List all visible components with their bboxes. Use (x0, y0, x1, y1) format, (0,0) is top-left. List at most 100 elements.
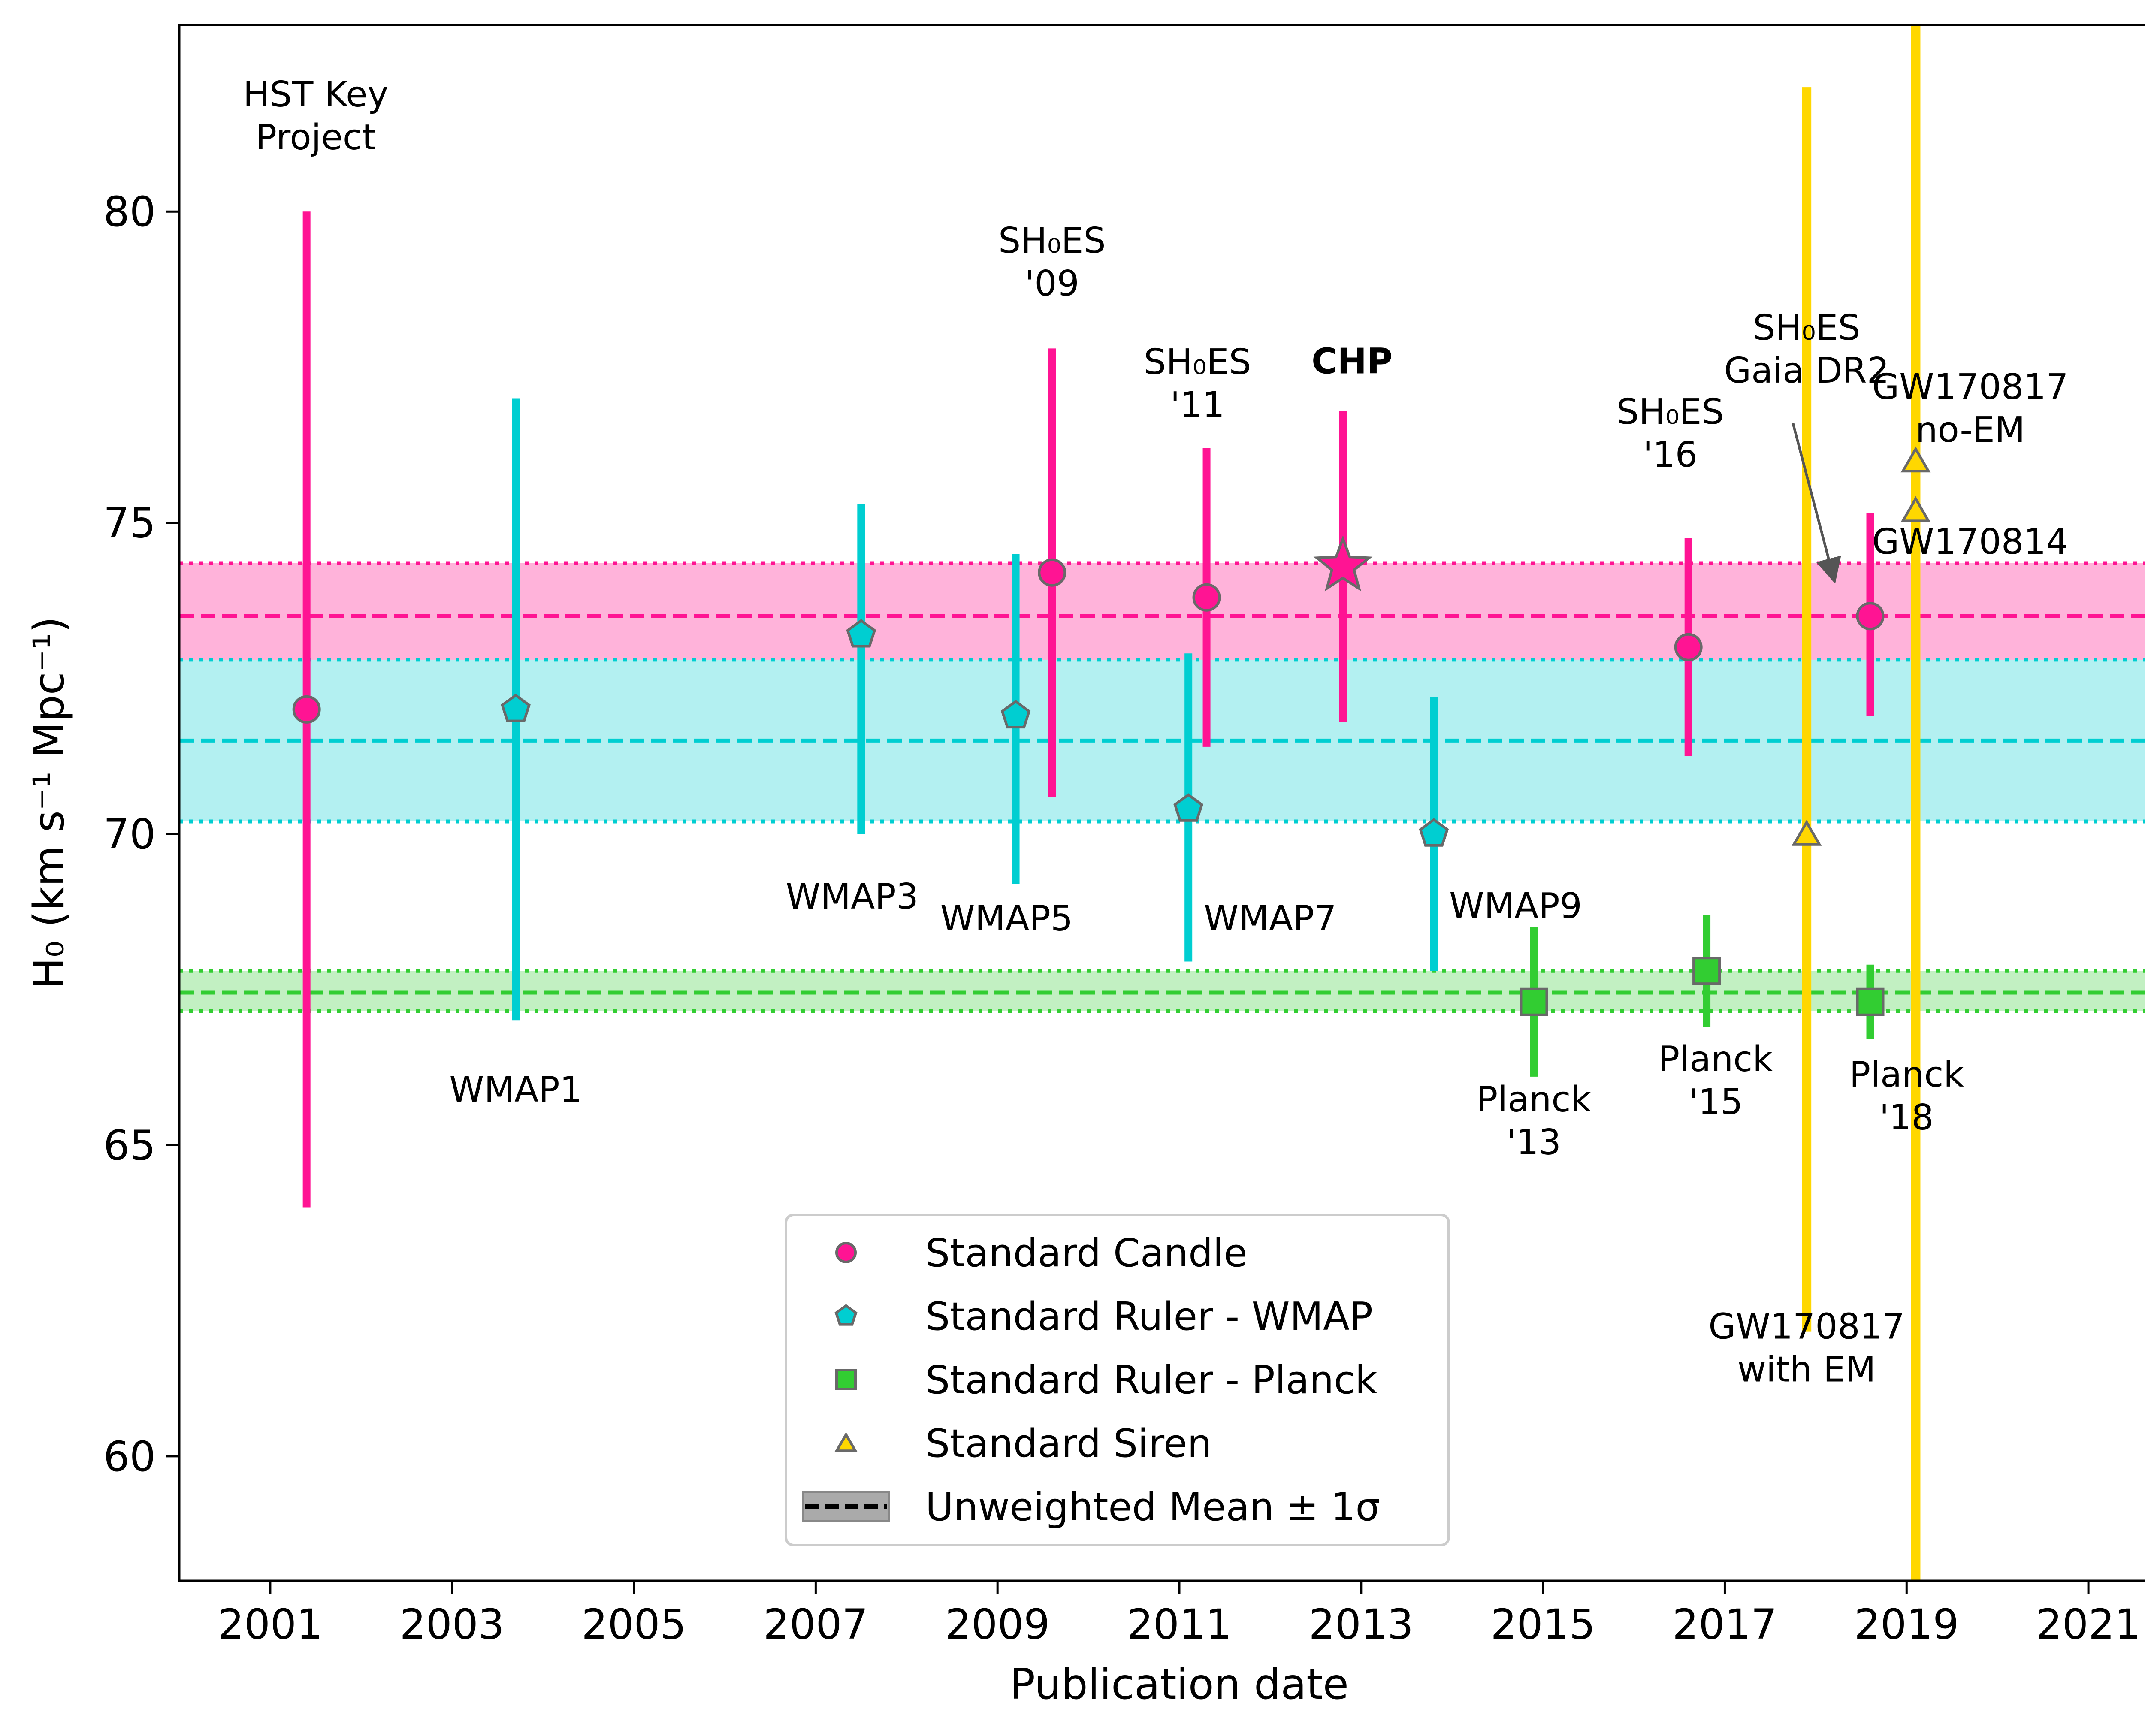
legend-label-4: Unweighted Mean ± 1σ (925, 1485, 1380, 1530)
data-markers (292, 446, 1931, 1016)
annotation-line: WMAP3 (785, 876, 918, 917)
x-tick-label: 2003 (400, 1600, 505, 1648)
annotation-5: SH₀ES Gaia DR2 (1724, 308, 1889, 391)
marker-candle-1 (1038, 558, 1066, 587)
y-tick-label: 75 (103, 499, 156, 547)
annotation-12: WMAP9 (1449, 886, 1582, 927)
annotation-9: WMAP3 (785, 876, 918, 917)
annotation-16: GW170817 with EM (1708, 1307, 1905, 1390)
annotation-line: Project (256, 117, 376, 158)
annotation-line: Gaia DR2 (1724, 350, 1889, 391)
plot-frame (178, 24, 2145, 1582)
x-axis-ticks: 2001 2003 2005 2007 2009 2011 2013 2015 2017 2019… (218, 1581, 2141, 1648)
annotation-0: HST Key Project (243, 74, 389, 158)
annotation-line: Planck (1659, 1039, 1773, 1080)
x-axis-label: Publication date (1010, 1660, 1349, 1709)
legend-swatch-planck (835, 1369, 857, 1390)
annotation-line: '18 (1879, 1097, 1934, 1138)
annotation-line: GW170817 (1708, 1307, 1905, 1347)
annotation-2: SH₀ES '11 (1144, 342, 1251, 426)
marker-candle-0 (292, 695, 321, 724)
marker-wmap-8 (1000, 700, 1031, 729)
marker-candle-2 (1192, 583, 1221, 612)
annotation-4: SH₀ES '16 (1616, 392, 1724, 475)
legend-label-1: Standard Ruler - WMAP (925, 1294, 1373, 1339)
annotation-14: Planck '15 (1659, 1039, 1773, 1123)
x-tick-label: 2019 (1854, 1600, 1959, 1648)
x-tick-label: 2001 (218, 1600, 323, 1648)
annotation-line: with EM (1737, 1350, 1876, 1390)
annotation-line: Planck (1477, 1079, 1592, 1120)
legend-box (785, 1214, 1450, 1546)
annotation-line: SH₀ES (1144, 342, 1251, 383)
annotation-6: GW170817 no-EM (1872, 367, 2069, 450)
legend-swatch-candle (835, 1242, 857, 1263)
marker-siren-16 (1900, 496, 1931, 522)
marker-wmap-6 (501, 694, 531, 722)
x-tick-label: 2007 (763, 1600, 868, 1648)
y-tick-label: 60 (103, 1433, 156, 1481)
band-wmap (179, 659, 2145, 822)
marker-planck-13 (1856, 987, 1885, 1016)
annotation-3: CHP (1311, 341, 1393, 382)
legend-label-0: Standard Candle (925, 1231, 1248, 1276)
legend-label-2: Standard Ruler - Planck (925, 1358, 1378, 1403)
x-tick-label: 2005 (581, 1600, 686, 1648)
band-planck (179, 971, 2145, 1011)
axes: 2001 2003 2005 2007 2009 2011 2013 2015 2017 2019… (25, 24, 2145, 1709)
y-tick-label: 80 (103, 188, 156, 236)
y-axis-label: H₀ (km s⁻¹ Mpc⁻¹) (25, 616, 74, 989)
mean-bands (179, 561, 2145, 1014)
marker-siren-14 (1792, 819, 1822, 846)
marker-siren-15 (1900, 446, 1931, 473)
annotation-line: WMAP7 (1204, 898, 1337, 939)
annotation-line: Planck (1849, 1054, 1964, 1095)
marker-planck-12 (1692, 957, 1721, 985)
annotation-line: WMAP9 (1449, 886, 1582, 927)
annotation-line: no-EM (1915, 410, 2025, 450)
marker-wmap-7 (846, 619, 876, 648)
annotation-line: CHP (1311, 341, 1393, 382)
marker-wmap-10 (1419, 818, 1449, 847)
x-tick-label: 2011 (1127, 1600, 1232, 1648)
legend-swatch-siren (834, 1432, 858, 1452)
legend-label-3: Standard Siren (925, 1421, 1212, 1466)
marker-candle-5 (1856, 602, 1885, 631)
annotation-line: '15 (1689, 1082, 1743, 1123)
annotation-line: WMAP1 (449, 1069, 582, 1110)
annotation-15: Planck '18 (1849, 1054, 1964, 1138)
legend: Standard Candle Standard Ruler - WMAP Stan… (785, 1214, 1450, 1546)
annotation-line: WMAP5 (940, 898, 1073, 939)
annotation-1: SH₀ES '09 (998, 220, 1106, 304)
marker-wmap-9 (1173, 793, 1204, 822)
y-tick-label: 70 (103, 810, 156, 858)
annotation-line: GW170814 (1872, 522, 2069, 562)
x-tick-label: 2015 (1490, 1600, 1595, 1648)
x-tick-label: 2013 (1309, 1600, 1414, 1648)
marker-planck-11 (1520, 987, 1548, 1016)
band-candle (179, 563, 2145, 672)
annotation-line: '13 (1507, 1122, 1561, 1163)
marker-candle-3 (1313, 535, 1373, 592)
x-tick-label: 2021 (2036, 1600, 2141, 1648)
annotation-line: HST Key (243, 74, 389, 115)
annotation-line: SH₀ES (1616, 392, 1724, 432)
x-tick-label: 2009 (945, 1600, 1050, 1648)
marker-candle-4 (1674, 633, 1703, 661)
annotation-line: SH₀ES (1753, 308, 1860, 348)
annotation-10: WMAP5 (940, 898, 1073, 939)
legend-swatch-wmap (834, 1304, 858, 1326)
annotation-line: '09 (1025, 263, 1079, 304)
annotation-8: WMAP1 (449, 1069, 582, 1110)
annotation-line: GW170817 (1872, 367, 2069, 408)
annotation-7: GW170814 (1872, 522, 2069, 562)
annotation-line: SH₀ES (998, 220, 1106, 261)
annotation-13: Planck '13 (1477, 1079, 1592, 1163)
annotation-11: WMAP7 (1204, 898, 1337, 939)
annotation-line: '11 (1170, 385, 1225, 426)
y-axis-ticks: 60 65 70 75 80 (103, 188, 179, 1481)
x-tick-label: 2017 (1672, 1600, 1777, 1648)
annotation-line: '16 (1643, 435, 1698, 475)
